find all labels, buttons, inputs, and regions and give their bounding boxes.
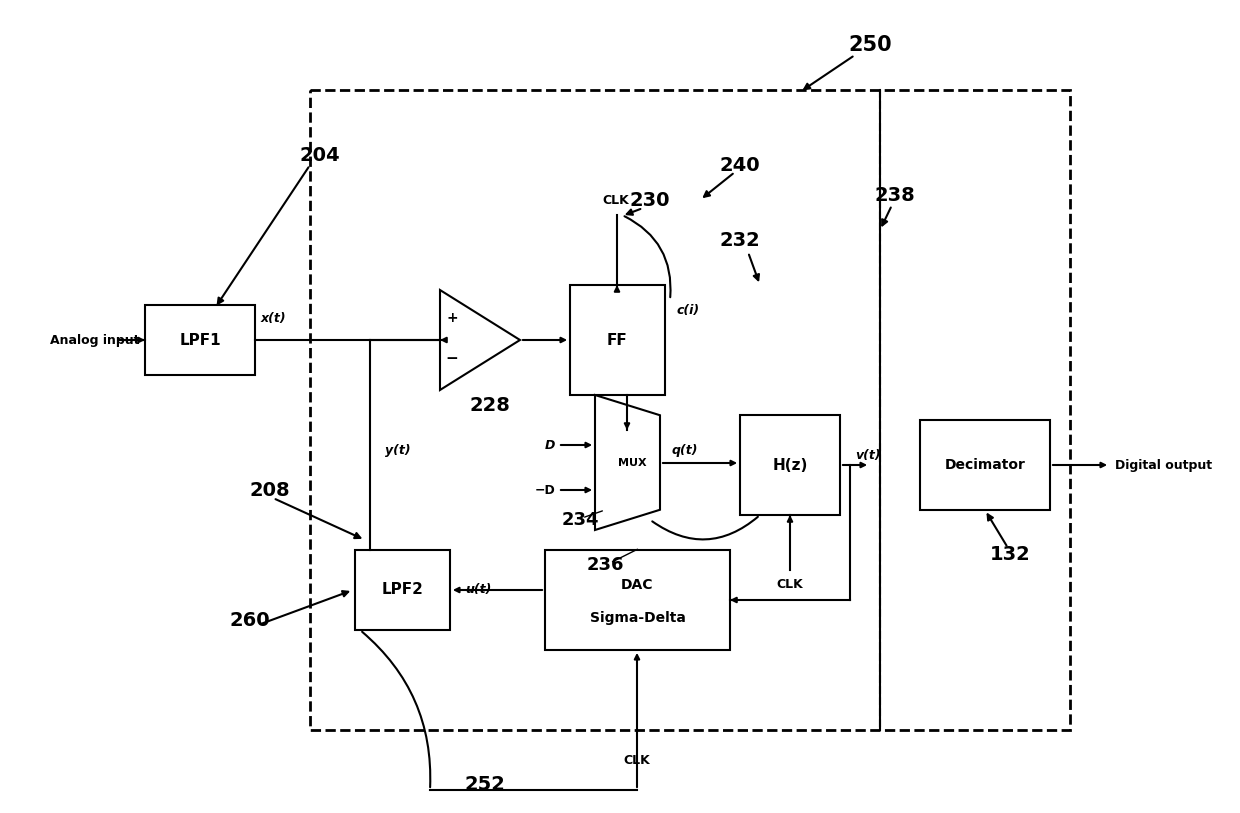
- Text: LPF2: LPF2: [382, 582, 423, 598]
- Bar: [310, 90, 1070, 730]
- Text: Analog input: Analog input: [50, 333, 139, 346]
- Text: 232: 232: [719, 231, 760, 250]
- Text: CLK: CLK: [776, 579, 804, 592]
- Text: CLK: CLK: [601, 193, 629, 207]
- Text: 204: 204: [300, 146, 340, 164]
- Text: Sigma-Delta: Sigma-Delta: [589, 611, 686, 625]
- Text: v(t): v(t): [856, 449, 880, 462]
- Text: FF: FF: [608, 333, 627, 347]
- Text: 132: 132: [990, 546, 1030, 564]
- Text: 240: 240: [719, 155, 760, 175]
- Bar: [145, 305, 255, 375]
- Text: 250: 250: [848, 35, 892, 55]
- Bar: [570, 285, 665, 395]
- Text: q(t): q(t): [672, 444, 698, 457]
- Bar: [740, 415, 839, 515]
- Text: 260: 260: [229, 611, 270, 629]
- Polygon shape: [440, 290, 520, 390]
- Text: 228: 228: [470, 395, 511, 415]
- Text: u(t): u(t): [465, 584, 491, 597]
- Text: x(t): x(t): [260, 311, 285, 324]
- Text: DAC: DAC: [621, 578, 653, 592]
- Text: 236: 236: [587, 556, 624, 574]
- Text: Decimator: Decimator: [945, 458, 1025, 472]
- Text: Digital output: Digital output: [1115, 459, 1213, 472]
- Bar: [355, 550, 450, 630]
- Text: −D: −D: [534, 484, 556, 497]
- Bar: [920, 420, 1050, 510]
- Text: −: −: [445, 350, 459, 366]
- Bar: [546, 550, 730, 650]
- Text: c(i): c(i): [677, 303, 701, 316]
- Text: 238: 238: [874, 185, 915, 205]
- Text: 252: 252: [465, 776, 506, 794]
- Text: CLK: CLK: [624, 754, 650, 767]
- Text: MUX: MUX: [619, 458, 647, 467]
- Text: y(t): y(t): [384, 444, 410, 457]
- Text: LPF1: LPF1: [180, 333, 221, 347]
- Text: +: +: [446, 311, 458, 325]
- Text: H(z): H(z): [773, 458, 807, 472]
- Text: 234: 234: [562, 511, 599, 529]
- Text: 208: 208: [249, 480, 290, 499]
- Text: D: D: [544, 438, 556, 451]
- Polygon shape: [595, 395, 660, 530]
- Text: 230: 230: [630, 190, 671, 210]
